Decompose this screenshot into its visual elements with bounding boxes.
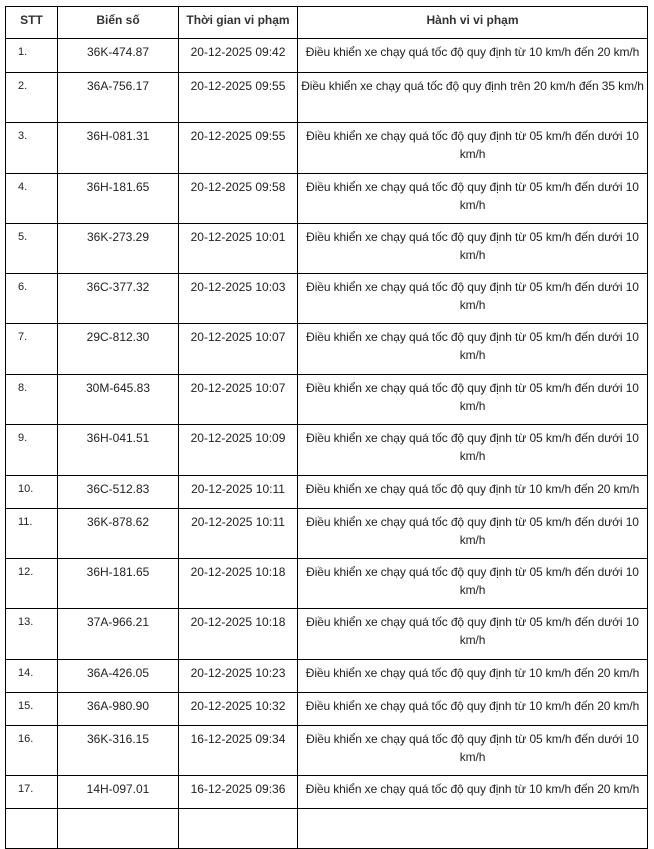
table-row: 4. 36H-181.65 20-12-2025 09:58 Điều khiển x… [5, 173, 648, 224]
empty-cell [297, 808, 648, 849]
table-row: 5. 36K-273.29 20-12-2025 10:01 Điều khiển x… [5, 223, 648, 274]
row-plate: 36H-081.31 [57, 122, 179, 174]
header-plate: Biển số [57, 6, 179, 39]
row-behavior: Điều khiển xe chạy quá tốc độ quy định t… [297, 775, 648, 809]
row-time: 20-12-2025 10:01 [178, 223, 298, 274]
table-row: 16. 36K-316.15 16-12-2025 09:34 Điều khiển … [5, 725, 648, 776]
row-time: 20-12-2025 09:55 [178, 122, 298, 174]
row-time: 20-12-2025 10:07 [178, 374, 298, 425]
row-plate: 36K-316.15 [57, 725, 179, 776]
row-plate: 29C-812.30 [57, 323, 179, 375]
row-plate: 36C-512.83 [57, 475, 179, 509]
row-plate: 30M-645.83 [57, 374, 179, 425]
table-row: 9. 36H-041.51 20-12-2025 10:09 Điều khiển x… [5, 424, 648, 476]
row-time: 20-12-2025 09:55 [178, 72, 298, 123]
table-row: 12. 36H-181.65 20-12-2025 10:18 Điều khiển … [5, 558, 648, 609]
row-time: 20-12-2025 10:11 [178, 475, 298, 509]
row-behavior: Điều khiển xe chạy quá tốc độ quy định t… [297, 725, 648, 776]
row-plate: 36H-181.65 [57, 558, 179, 609]
row-time: 20-12-2025 10:09 [178, 424, 298, 476]
row-time: 20-12-2025 10:32 [178, 692, 298, 726]
row-time: 20-12-2025 10:18 [178, 558, 298, 609]
table-row: 3. 36H-081.31 20-12-2025 09:55 Điều khiển x… [5, 122, 648, 174]
row-plate: 36C-377.32 [57, 273, 179, 324]
table-row: 1. 36K-474.87 20-12-2025 09:42 Điều khiển x… [5, 38, 648, 73]
row-plate: 36A-980.90 [57, 692, 179, 726]
table-row: 6. 36C-377.32 20-12-2025 10:03 Điều khiển x… [5, 273, 648, 324]
row-time: 20-12-2025 10:03 [178, 273, 298, 324]
row-behavior: Điều khiển xe chạy quá tốc độ quy định t… [297, 659, 648, 693]
row-plate: 36K-878.62 [57, 508, 179, 559]
row-stt: 17. [5, 775, 58, 809]
row-stt: 4. [5, 173, 58, 224]
row-behavior: Điều khiển xe chạy quá tốc độ quy định t… [297, 692, 648, 726]
empty-cell [57, 808, 179, 849]
header-behavior: Hành vi vi phạm [297, 6, 648, 39]
table-header-row: STT Biển số Thời gian vi phạm Hành vi vi… [5, 6, 648, 39]
row-time: 20-12-2025 10:18 [178, 608, 298, 660]
table-row-partial [5, 808, 648, 849]
row-behavior: Điều khiển xe chạy quá tốc độ quy định t… [297, 323, 648, 375]
row-stt: 3. [5, 122, 58, 174]
row-behavior: Điều khiển xe chạy quá tốc độ quy định t… [297, 38, 648, 73]
row-time: 20-12-2025 09:58 [178, 173, 298, 224]
row-stt: 8. [5, 374, 58, 425]
table-row: 7. 29C-812.30 20-12-2025 10:07 Điều khiển x… [5, 323, 648, 375]
row-behavior: Điều khiển xe chạy quá tốc độ quy định t… [297, 223, 648, 274]
table-row: 8. 30M-645.83 20-12-2025 10:07 Điều khiển x… [5, 374, 648, 425]
table-row: 17. 14H-097.01 16-12-2025 09:36 Điều khiển … [5, 775, 648, 809]
table-row: 14. 36A-426.05 20-12-2025 10:23 Điều khiển … [5, 659, 648, 693]
row-plate: 14H-097.01 [57, 775, 179, 809]
header-stt: STT [5, 6, 58, 39]
row-time: 20-12-2025 10:11 [178, 508, 298, 559]
row-time: 16-12-2025 09:36 [178, 775, 298, 809]
row-stt: 16. [5, 725, 58, 776]
row-behavior: Điều khiển xe chạy quá tốc độ quy định t… [297, 122, 648, 174]
empty-cell [5, 808, 58, 849]
row-plate: 37A-966.21 [57, 608, 179, 660]
row-behavior: Điều khiển xe chạy quá tốc độ quy định t… [297, 273, 648, 324]
row-behavior: Điều khiển xe chạy quá tốc độ quy định t… [297, 173, 648, 224]
row-stt: 1. [5, 38, 58, 73]
row-behavior: Điều khiển xe chạy quá tốc độ quy định t… [297, 558, 648, 609]
violations-table: STT Biển số Thời gian vi phạm Hành vi vi… [5, 6, 648, 849]
row-plate: 36A-426.05 [57, 659, 179, 693]
row-behavior: Điều khiển xe chạy quá tốc độ quy định t… [297, 508, 648, 559]
row-behavior: Điều khiển xe chạy quá tốc độ quy định t… [297, 72, 648, 123]
row-stt: 6. [5, 273, 58, 324]
row-behavior: Điều khiển xe chạy quá tốc độ quy định t… [297, 424, 648, 476]
row-time: 20-12-2025 10:23 [178, 659, 298, 693]
row-plate: 36K-474.87 [57, 38, 179, 73]
table-row: 15. 36A-980.90 20-12-2025 10:32 Điều khiển … [5, 692, 648, 726]
row-stt: 13. [5, 608, 58, 660]
row-behavior: Điều khiển xe chạy quá tốc độ quy định t… [297, 608, 648, 660]
row-stt: 14. [5, 659, 58, 693]
row-stt: 5. [5, 223, 58, 274]
row-plate: 36A-756.17 [57, 72, 179, 123]
row-plate: 36K-273.29 [57, 223, 179, 274]
table-row: 11. 36K-878.62 20-12-2025 10:11 Điều khiển … [5, 508, 648, 559]
row-time: 16-12-2025 09:34 [178, 725, 298, 776]
row-behavior: Điều khiển xe chạy quá tốc độ quy định t… [297, 374, 648, 425]
row-plate: 36H-041.51 [57, 424, 179, 476]
row-time: 20-12-2025 10:07 [178, 323, 298, 375]
header-time: Thời gian vi phạm [178, 6, 298, 39]
row-stt: 15. [5, 692, 58, 726]
row-stt: 11. [5, 508, 58, 559]
row-stt: 10. [5, 475, 58, 509]
row-stt: 2. [5, 72, 58, 123]
empty-cell [178, 808, 298, 849]
row-stt: 7. [5, 323, 58, 375]
row-plate: 36H-181.65 [57, 173, 179, 224]
row-stt: 12. [5, 558, 58, 609]
table-row: 10. 36C-512.83 20-12-2025 10:11 Điều khiển … [5, 475, 648, 509]
row-time: 20-12-2025 09:42 [178, 38, 298, 73]
table-row: 13. 37A-966.21 20-12-2025 10:18 Điều khiển … [5, 608, 648, 660]
row-behavior: Điều khiển xe chạy quá tốc độ quy định t… [297, 475, 648, 509]
row-stt: 9. [5, 424, 58, 476]
table-row: 2. 36A-756.17 20-12-2025 09:55 Điều khiển x… [5, 72, 648, 123]
